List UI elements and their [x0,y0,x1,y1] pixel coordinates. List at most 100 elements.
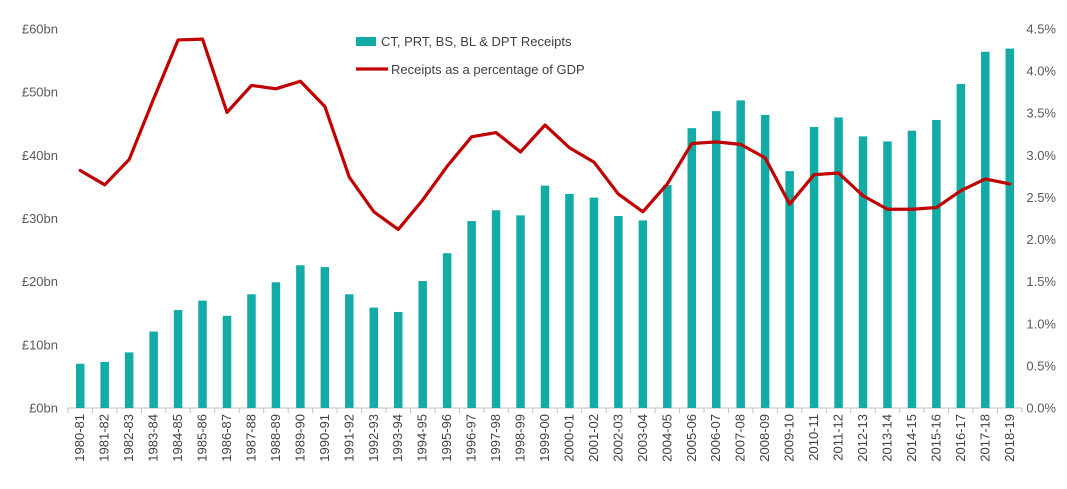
axes [67,407,1023,413]
x-tick-label: 2004-05 [659,414,674,462]
x-tick-label: 2009-10 [782,414,797,462]
bar-1995-96 [442,253,452,408]
x-tick-label: 2011-12 [831,414,846,461]
x-tick-label: 1997-98 [488,414,503,462]
bar-1982-83 [124,352,134,408]
bar-1998-99 [516,215,525,408]
bar-1984-85 [173,310,183,408]
line-series [78,37,1012,232]
x-tick-label: 1995-96 [439,414,454,462]
x-tick-label: 2001-02 [586,414,601,462]
x-tick-label: 2015-16 [928,414,943,462]
bar-1994-95 [418,281,427,408]
bar-1985-86 [198,300,207,408]
x-tick-label: 2012-13 [855,414,870,462]
bar-1988-89 [271,282,281,408]
bar-2006-07 [711,111,721,409]
x-tick-label: 1999-00 [537,414,552,462]
x-tick-label: 2017-18 [977,414,992,462]
x-tick-label: 2016-17 [953,414,968,462]
x-tick-label: 2003-04 [635,414,650,462]
bar-2008-09 [760,114,770,408]
x-tick-label: 2005-06 [684,414,699,462]
x-tick-label: 1996-97 [464,414,479,462]
x-tick-label: 1989-90 [292,414,307,462]
x-tick-label: 1998-99 [513,414,528,462]
x-tick-label: 1993-94 [390,414,405,462]
bar-1981-82 [100,361,109,408]
y-right-tick-label: 1.5% [1026,274,1056,289]
bar-1999-00 [540,185,550,408]
y-left-tick-label: £30bn [22,211,58,226]
bar-2004-05 [663,185,672,408]
x-tick-label: 1980-81 [72,414,87,462]
bar-2001-02 [589,197,599,408]
bar-1993-94 [393,311,403,408]
y-left-tick-label: £0bn [29,401,58,416]
bar-1987-88 [247,294,256,408]
y-right-tick-label: 2.5% [1026,190,1056,205]
x-tick-label: 2010-11 [806,414,821,461]
x-tick-label: 1985-86 [195,414,210,462]
x-tick-label: 1984-85 [170,414,185,462]
bar-2013-14 [883,141,892,408]
bar-1983-84 [149,331,158,408]
bar-2002-03 [614,215,623,408]
bar-2016-17 [956,83,966,408]
x-tick-label: 2013-14 [879,414,894,462]
bar-2018-19 [1005,48,1015,408]
legend-swatch-receipts [356,37,376,46]
bar-2015-16 [932,119,941,409]
x-tick-label: 2018-19 [1002,414,1017,462]
bar-1986-87 [222,315,232,408]
y-left-tick-label: £20bn [22,274,58,289]
x-tick-label: 1994-95 [415,414,430,462]
y-right-tick-label: 3.0% [1026,148,1056,163]
y-right-tick-label: 1.0% [1026,316,1056,331]
bar-1992-93 [369,307,379,408]
legend: CT, PRT, BS, BL & DPT Receipts Receipts a… [356,34,585,77]
bar-1996-97 [467,221,476,408]
bar-2003-04 [638,220,648,408]
y-right-tick-label: 2.0% [1026,232,1056,247]
x-tick-label: 2014-15 [904,414,919,462]
bar-2014-15 [907,130,917,408]
y-right-tick-label: 4.5% [1026,22,1056,37]
bar-series [75,48,1015,409]
y-left-tick-label: £60bn [22,22,58,37]
x-tick-label: 1990-91 [317,414,332,462]
y-right-tick-label: 3.5% [1026,106,1056,121]
y-left-tick-label: £40bn [22,148,58,163]
x-tick-label: 2006-07 [708,414,723,462]
bar-2005-06 [687,128,697,409]
bar-2012-13 [858,136,868,408]
x-tick-label: 2007-08 [733,414,748,462]
x-tick-label: 1988-89 [268,414,283,462]
y-left-tick-label: £50bn [22,85,58,100]
bar-2017-18 [981,51,990,409]
x-tick-label: 1987-88 [243,414,258,462]
y-right-tick-label: 0.5% [1026,358,1056,373]
bar-2000-01 [565,193,574,408]
bar-1991-92 [345,294,354,408]
bar-1990-91 [320,267,330,408]
legend-label-gdp: Receipts as a percentage of GDP [391,62,585,77]
x-tick-label: 1992-93 [366,414,381,462]
bar-1989-90 [296,265,305,408]
x-tick-label: 2002-03 [610,414,625,462]
legend-label-receipts: CT, PRT, BS, BL & DPT Receipts [381,34,572,49]
y-right-tick-label: 4.0% [1026,64,1056,79]
bar-1980-81 [75,363,85,408]
x-tick-label: 2008-09 [757,414,772,462]
bar-2007-08 [736,100,745,408]
bar-2011-12 [834,117,843,409]
tick-labels: £0bn £10bn £20bn £30bn £40bn £50bn £60bn 0.0% 0.… [22,22,1057,462]
bar-2009-10 [785,171,794,409]
x-tick-label: 2000-01 [561,414,576,462]
y-right-tick-label: 0.0% [1026,401,1056,416]
x-tick-label: 1982-83 [121,414,136,462]
bar-1997-98 [491,210,501,408]
x-tick-label: 1981-82 [97,414,112,462]
